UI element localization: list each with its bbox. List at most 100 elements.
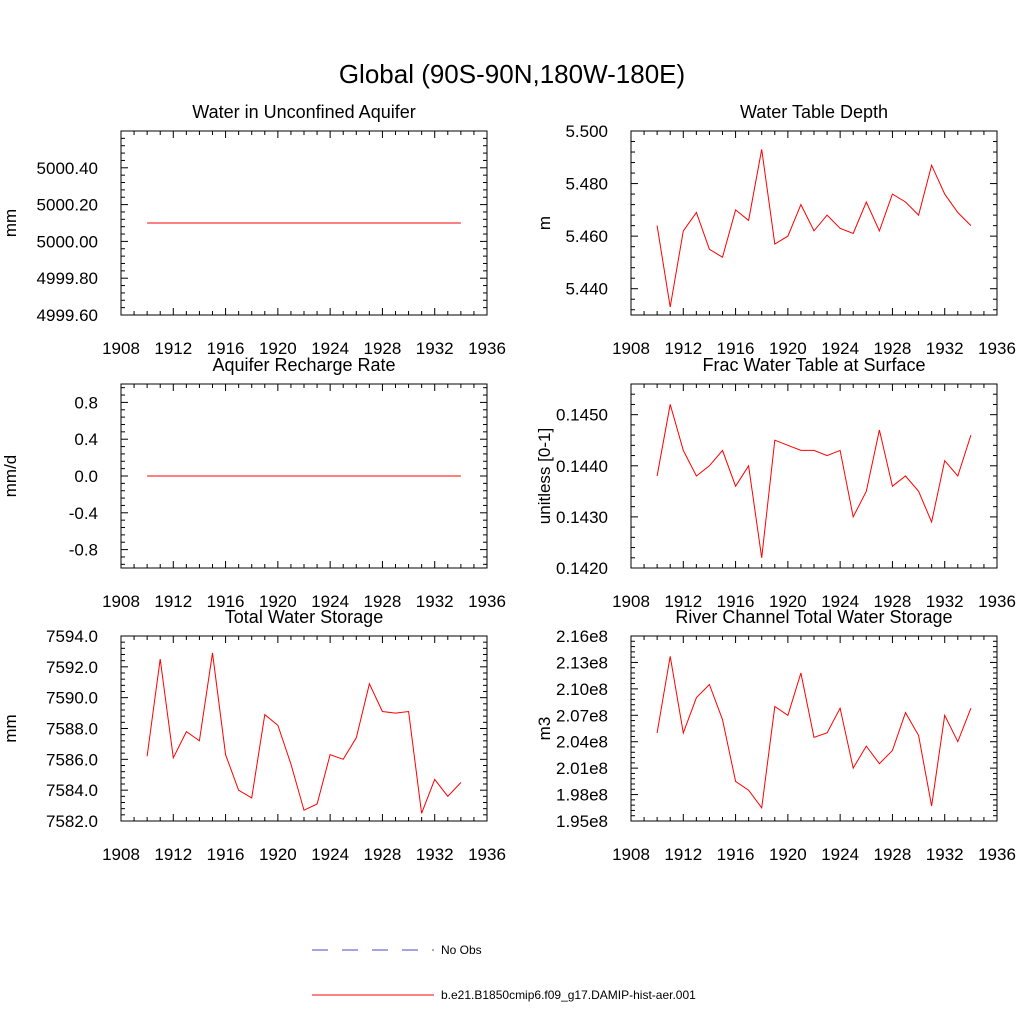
- x-tick-label: 1932: [926, 592, 964, 611]
- y-tick-label: 7592.0: [46, 658, 98, 677]
- y-tick-label: 1.95e8: [556, 812, 608, 831]
- x-tick-label: 1912: [664, 592, 702, 611]
- y-tick-label: 5.460: [565, 227, 608, 246]
- x-tick-label: 1912: [154, 592, 192, 611]
- y-axis-label: m3: [535, 717, 554, 741]
- x-tick-label: 1916: [207, 339, 245, 358]
- x-tick-label: 1916: [207, 592, 245, 611]
- x-tick-label: 1908: [102, 845, 140, 864]
- x-tick-label: 1928: [364, 845, 402, 864]
- y-tick-label: 7586.0: [46, 750, 98, 769]
- x-tick-label: 1916: [207, 845, 245, 864]
- x-tick-label: 1936: [468, 592, 506, 611]
- x-tick-label: 1936: [468, 339, 506, 358]
- series-line: [146, 652, 462, 814]
- x-tick-label: 1924: [821, 845, 859, 864]
- y-tick-label: 2.07e8: [556, 706, 608, 725]
- chart-panels: Water in Unconfined Aquifer mm 1908 1912 191…: [1, 102, 1016, 864]
- x-tick-label: 1924: [311, 845, 349, 864]
- panel-title: Water Table Depth: [740, 102, 888, 122]
- y-tick-label: 1.98e8: [556, 786, 608, 805]
- y-tick-label: 4999.60: [37, 306, 98, 325]
- y-axis-label: unitless [0-1]: [535, 428, 554, 524]
- x-tick-label: 1920: [259, 339, 297, 358]
- y-tick-label: 7588.0: [46, 720, 98, 739]
- y-tick-label: 2.16e8: [556, 627, 608, 646]
- x-tick-label: 1912: [154, 845, 192, 864]
- y-tick-label: 5000.40: [37, 159, 98, 178]
- x-tick-label: 1908: [102, 339, 140, 358]
- y-tick-label: 7594.0: [46, 627, 98, 646]
- y-tick-label: 2.13e8: [556, 653, 608, 672]
- x-tick-label: 1932: [926, 339, 964, 358]
- x-tick-label: 1928: [874, 592, 912, 611]
- y-tick-label: 5.500: [565, 122, 608, 141]
- panel-title: Frac Water Table at Surface: [702, 355, 925, 375]
- x-tick-label: 1916: [717, 339, 755, 358]
- x-tick-label: 1916: [717, 845, 755, 864]
- y-tick-label: 5000.20: [37, 196, 98, 215]
- x-tick-label: 1936: [468, 845, 506, 864]
- y-tick-label: 7582.0: [46, 812, 98, 831]
- x-tick-label: 1932: [416, 592, 454, 611]
- panel-title: River Channel Total Water Storage: [675, 607, 952, 627]
- plot-frame: [630, 383, 998, 569]
- panel-5: Total Water Storage mm 1908 1912 1916 1920 192…: [1, 607, 506, 864]
- x-tick-label: 1932: [926, 845, 964, 864]
- x-tick-label: 1932: [416, 845, 454, 864]
- x-tick-label: 1924: [821, 339, 859, 358]
- plot-frame: [630, 130, 998, 316]
- y-tick-label: 5000.00: [37, 232, 98, 251]
- y-tick-label: 7584.0: [46, 781, 98, 800]
- y-tick-label: 5.480: [565, 175, 608, 194]
- panel-3: Aquifer Recharge Rate mm/d 1908 1912 1916 192…: [1, 355, 506, 611]
- y-axis-label: m: [535, 216, 554, 230]
- y-tick-label: 4999.80: [37, 269, 98, 288]
- y-tick-label: 2.04e8: [556, 733, 608, 752]
- y-tick-label: 0.1450: [556, 406, 608, 425]
- panel-title: Aquifer Recharge Rate: [212, 355, 395, 375]
- y-tick-label: 5.440: [565, 280, 608, 299]
- x-tick-label: 1912: [154, 339, 192, 358]
- y-tick-label: -0.4: [69, 504, 98, 523]
- x-tick-label: 1936: [978, 339, 1016, 358]
- panel-4: Frac Water Table at Surface unitless [0-1…: [535, 355, 1016, 611]
- legend-label-no-obs: No Obs: [441, 943, 482, 957]
- x-tick-label: 1908: [612, 339, 650, 358]
- y-tick-label: 0.0: [74, 467, 98, 486]
- y-axis-label: mm: [1, 714, 20, 742]
- y-tick-label: 0.4: [74, 430, 98, 449]
- x-tick-label: 1924: [821, 592, 859, 611]
- x-tick-label: 1912: [664, 845, 702, 864]
- y-tick-label: 0.1430: [556, 508, 608, 527]
- x-tick-label: 1920: [769, 339, 807, 358]
- panel-2: Water Table Depth m 1908 1912 1916 1920 1924 19…: [535, 102, 1016, 358]
- figure-title: Global (90S-90N,180W-180E): [339, 59, 685, 89]
- legend: No Obs b.e21.B1850cmip6.f09_g17.DAMIP-hi…: [312, 943, 696, 1002]
- series-line: [656, 149, 972, 308]
- y-axis-label: mm: [1, 209, 20, 237]
- plot-frame: [120, 635, 488, 822]
- y-tick-label: 2.10e8: [556, 680, 608, 699]
- x-tick-label: 1912: [664, 339, 702, 358]
- legend-label-model: b.e21.B1850cmip6.f09_g17.DAMIP-hist-aer.…: [441, 988, 696, 1002]
- x-tick-label: 1928: [364, 592, 402, 611]
- x-tick-label: 1928: [874, 339, 912, 358]
- y-tick-label: -0.8: [69, 541, 98, 560]
- panel-1: Water in Unconfined Aquifer mm 1908 1912 191…: [1, 102, 506, 358]
- x-tick-label: 1916: [717, 592, 755, 611]
- y-tick-label: 2.01e8: [556, 759, 608, 778]
- x-tick-label: 1928: [874, 845, 912, 864]
- x-tick-label: 1924: [311, 592, 349, 611]
- plot-frame: [630, 635, 998, 822]
- x-tick-label: 1924: [311, 339, 349, 358]
- y-axis-label: mm/d: [1, 455, 20, 498]
- x-tick-label: 1908: [612, 592, 650, 611]
- x-tick-label: 1908: [612, 845, 650, 864]
- y-tick-label: 7590.0: [46, 689, 98, 708]
- x-tick-label: 1920: [769, 592, 807, 611]
- series-line: [656, 404, 972, 558]
